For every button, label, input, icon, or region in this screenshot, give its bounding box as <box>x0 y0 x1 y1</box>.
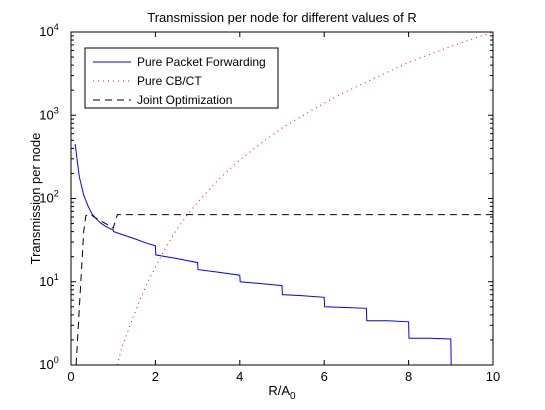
x-tick-label: 8 <box>405 369 412 384</box>
x-tick-label: 0 <box>67 369 74 384</box>
x-tick-label: 10 <box>486 369 500 384</box>
y-tick-label: 103 <box>39 105 58 122</box>
x-tick-label: 4 <box>236 369 243 384</box>
y-axis-label: Transmission per node <box>28 133 43 265</box>
series-line-3 <box>75 213 493 365</box>
legend-box <box>84 47 279 109</box>
legend-label-3: Joint Optimization <box>137 93 232 107</box>
plot-area <box>74 32 493 365</box>
chart-title: Transmission per node for different valu… <box>147 10 417 25</box>
y-tick-label: 100 <box>39 355 58 372</box>
legend: Pure Packet Forwarding Pure CB/CT Joint Op… <box>84 47 279 109</box>
legend-label-1: Pure Packet Forwarding <box>137 55 266 69</box>
ticks-group: 0 2 4 6 8 10 100 101 102 103 104 <box>39 22 500 384</box>
series-line-1 <box>74 144 493 365</box>
y-tick-label: 102 <box>39 189 58 206</box>
y-tick-label: 104 <box>39 22 58 39</box>
x-tick-label: 2 <box>152 369 159 384</box>
x-tick-label: 6 <box>321 369 328 384</box>
legend-label-2: Pure CB/CT <box>137 74 202 88</box>
y-tick-label: 101 <box>39 272 58 289</box>
x-axis-label: R/A0 <box>268 383 296 402</box>
